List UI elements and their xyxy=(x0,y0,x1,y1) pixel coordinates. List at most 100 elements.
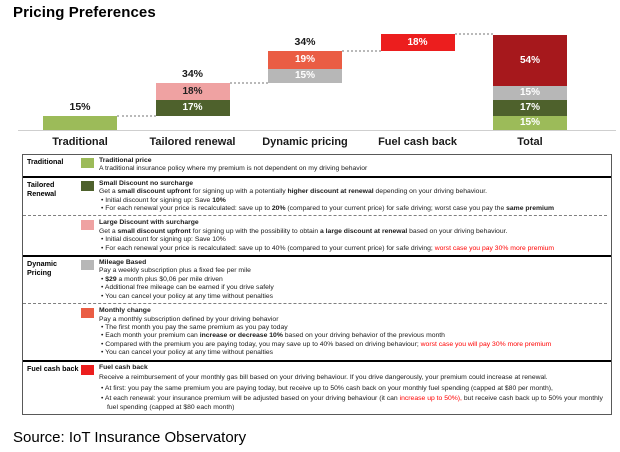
text-span: Each month your premium can xyxy=(105,332,200,340)
bar-total-label: 34% xyxy=(294,36,316,49)
entry-content: Large Discount with surcharge Get a small… xyxy=(99,219,607,253)
bar-segment: 17% xyxy=(155,99,230,116)
dashed-divider xyxy=(23,215,607,217)
text-span: Get a xyxy=(99,227,118,235)
entry-heading: Fuel cash back xyxy=(99,363,148,371)
text-line: Pay a weekly subscription plus a fixed f… xyxy=(99,267,607,275)
waterfall-connector xyxy=(342,50,381,53)
color-swatch xyxy=(81,180,94,191)
bar-total-label: 15% xyxy=(69,100,91,113)
legend-entry: Mileage Based Pay a weekly subscription p… xyxy=(81,257,607,303)
waterfall-chart: 15% Traditional 17% 18% 34% Tailored renewal 1… xyxy=(0,0,620,152)
category-label: Fuel cash back xyxy=(378,136,457,148)
category-label: Traditional xyxy=(52,136,108,148)
legend-entry: Monthly change Pay a monthly subscription… xyxy=(81,305,607,359)
text-span: small discount upfront xyxy=(117,188,191,196)
bar-total-label: 34% xyxy=(181,68,203,80)
bullet-line: • Initial discount for signing up: Save … xyxy=(99,197,607,205)
category-label: Tailored renewal xyxy=(149,136,236,148)
table-row: Tailored Renewal Small Discount no surcha… xyxy=(23,175,611,255)
table-row: Dynamic Pricing Mileage Based Pay a weekly… xyxy=(23,255,611,359)
text-span: but receive cash back up to 50% your mon… xyxy=(107,395,603,411)
category-label: Dynamic pricing xyxy=(262,136,348,148)
text-span: Initial discount for signing up: Save xyxy=(105,196,213,204)
text-span: increase or decrease 10% xyxy=(199,332,283,340)
bar-segment: 15% xyxy=(268,68,342,83)
text-line: Get a small discount upfront for signing… xyxy=(99,228,607,236)
text-span: small discount upfront xyxy=(117,227,191,235)
entry-content: Mileage Based Pay a weekly subscription p… xyxy=(99,259,607,301)
entry-content: Small Discount no surcharge Get a small d… xyxy=(99,180,607,214)
text-span: Pay a monthly subscription defined by yo… xyxy=(99,315,279,323)
pricing-legend-table: Traditional Traditional price A traditiona… xyxy=(22,154,612,416)
row-entries: Fuel cash back Receive a reimbursement of… xyxy=(81,362,611,415)
color-swatch xyxy=(81,158,94,168)
text-span: Compared with the premium you are paying… xyxy=(105,340,421,348)
bar-segment: 17% xyxy=(493,99,567,116)
bullet-line: • For each renewal your price is recalcu… xyxy=(99,245,607,253)
text-span: A traditional insurance policy where my … xyxy=(99,165,368,173)
bullet-icon: • xyxy=(101,236,106,244)
entry-heading: Mileage Based xyxy=(99,259,147,267)
bullet-line: • At each renewal: your insurance premiu… xyxy=(99,395,607,412)
entry-content: Monthly change Pay a monthly subscription… xyxy=(99,307,607,357)
color-swatch xyxy=(81,260,94,271)
bullet-line: • $29 a month plus $0,06 per mile driven xyxy=(99,276,607,284)
bar-segment: 18% xyxy=(155,83,230,100)
entry-content: Fuel cash back Receive a reimbursement of… xyxy=(99,364,607,413)
text-span: for signing up with a potentially xyxy=(190,188,288,196)
text-line: A traditional insurance policy where my … xyxy=(99,165,607,173)
bullet-icon: • xyxy=(101,323,106,331)
text-span: a month plus $0,06 per mile driven xyxy=(116,275,223,283)
bullet-icon: • xyxy=(101,332,106,340)
text-span: Additional free mileage can be earned if… xyxy=(104,284,274,292)
text-span: higher discount at renewal xyxy=(287,188,374,196)
waterfall-connector xyxy=(454,33,493,36)
text-span: depending on your driving behaviour. xyxy=(373,188,488,196)
bar-segment xyxy=(43,115,117,130)
entry-heading: Monthly change xyxy=(99,307,151,315)
bullet-icon: • xyxy=(101,384,105,392)
text-span: Receive a reimbursement of your monthly … xyxy=(99,374,548,382)
bar-segment: 15% xyxy=(493,85,567,100)
legend-entry: Small Discount no surcharge Get a small d… xyxy=(81,178,607,216)
text-span: Pay a weekly subscription plus a fixed f… xyxy=(99,267,251,275)
bullet-line: • The first month you pay the same premi… xyxy=(99,324,607,332)
row-group-label: Dynamic Pricing xyxy=(27,259,57,278)
text-span: You can cancel your policy at any time w… xyxy=(105,349,274,357)
text-span: (compared to your current price) for saf… xyxy=(285,205,507,213)
color-swatch xyxy=(81,308,94,319)
bullet-line: • You can cancel your policy at any time… xyxy=(99,293,607,301)
bar-segment: 18% xyxy=(380,34,455,52)
row-entries: Traditional price A traditional insurance… xyxy=(81,155,611,176)
entry-heading: Large Discount with surcharge xyxy=(99,219,199,227)
text-span: for signing up with the possibility to o… xyxy=(190,227,320,235)
color-swatch xyxy=(81,220,94,231)
bullet-icon: • xyxy=(101,205,106,213)
color-swatch xyxy=(81,364,94,375)
bar-segment: 54% xyxy=(493,35,567,86)
bullet-line: • For each renewal your price is recalcu… xyxy=(99,205,607,213)
bullet-line: • Each month your premium can increase o… xyxy=(99,332,607,340)
text-span: same premium xyxy=(506,205,555,213)
waterfall-connector xyxy=(117,114,156,117)
bullet-line: • You can cancel your policy at any time… xyxy=(99,349,607,357)
text-line: Receive a reimbursement of your monthly … xyxy=(99,374,607,382)
row-entries: Small Discount no surcharge Get a small d… xyxy=(23,178,611,255)
text-span: Get a xyxy=(99,188,118,196)
text-line: Get a small discount upfront for signing… xyxy=(99,188,607,196)
text-span: a large discount at renewal xyxy=(320,227,408,235)
page-title: Pricing Preferences xyxy=(13,4,156,21)
text-span: 10% xyxy=(212,196,226,204)
text-span: $29 xyxy=(105,275,117,283)
text-line: Pay a monthly subscription defined by yo… xyxy=(99,316,607,324)
source-text: Source: IoT Insurance Observatory xyxy=(13,429,247,446)
entry-heading: Small Discount no surcharge xyxy=(99,179,194,187)
text-span: worst case you will pay 30% more premium xyxy=(420,340,552,348)
text-span: For each renewal your price is recalcula… xyxy=(105,205,272,213)
text-span: Initial discount for signing up: Save 10… xyxy=(105,236,226,244)
bullet-line: • Compared with the premium you are payi… xyxy=(99,341,607,349)
bullet-icon: • xyxy=(101,275,106,283)
bullet-icon: • xyxy=(101,340,106,348)
